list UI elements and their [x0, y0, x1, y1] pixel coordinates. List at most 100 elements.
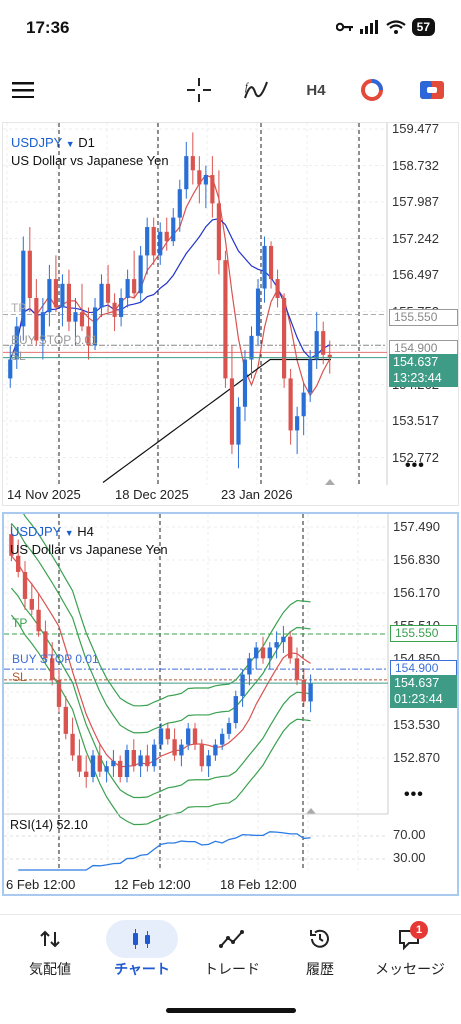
chart-pane-h4[interactable]: USDJPY ▼ H4 US Dollar vs Japanese Yen TP…: [2, 512, 459, 896]
h4-candle-body: [70, 733, 75, 756]
h4-candle-body: [179, 744, 184, 756]
h4-chart-shift-marker: [306, 808, 316, 814]
h4-candle-body: [138, 755, 143, 767]
active-tab-highlight: [106, 920, 178, 958]
d1-candle-body: [79, 312, 85, 327]
h4-y-tick: 157.490: [393, 519, 440, 534]
color-theme-button[interactable]: [358, 76, 386, 104]
d1-more-button[interactable]: •••: [405, 457, 425, 474]
chart-toolbar: f H4: [0, 62, 461, 118]
d1-candle-body: [92, 307, 98, 346]
h4-candle-body: [118, 760, 123, 778]
d1-x-tick-0: 14 Nov 2025: [7, 487, 81, 502]
h4-candle-body: [111, 760, 116, 767]
h4-candle-body: [206, 755, 211, 767]
d1-ma-fast: [9, 174, 331, 397]
chart-pane-d1[interactable]: USDJPY ▼ D1 US Dollar vs Japanese Yen TP…: [2, 121, 459, 506]
h4-countdown: 01:23:44: [390, 691, 457, 708]
d1-tp-label: TP: [11, 301, 27, 315]
h4-candle-body: [274, 642, 279, 648]
h4-candle-body: [124, 750, 130, 778]
quotes-icon: [40, 930, 60, 948]
h4-candle-body: [131, 750, 136, 767]
d1-candle-body: [164, 231, 169, 242]
h4-candle-body: [84, 771, 89, 778]
d1-chart-shift-marker: [325, 479, 335, 485]
d1-sl-label: SL: [11, 349, 26, 363]
d1-candle-body: [236, 406, 241, 445]
svg-text:f: f: [245, 82, 249, 93]
d1-y-tick: 157.987: [392, 194, 439, 209]
d1-description: US Dollar vs Japanese Yen: [11, 153, 169, 168]
trade-icon: [219, 930, 244, 948]
d1-chart-canvas[interactable]: [3, 123, 458, 505]
d1-candle-body: [262, 245, 267, 289]
h4-candle-body: [158, 728, 164, 745]
d1-candle-body: [14, 326, 19, 360]
h4-band-lower-1: [10, 587, 311, 799]
h4-x-tick-1: 12 Feb 12:00: [114, 877, 191, 892]
h4-candle-body: [199, 744, 204, 767]
d1-candle-body: [210, 175, 215, 204]
h4-symbol[interactable]: USDJPY: [10, 524, 62, 539]
chart-icon: [133, 929, 150, 949]
h4-buystop-price[interactable]: 154.900: [390, 660, 457, 677]
h4-ma-red: [10, 555, 311, 768]
h4-y-tick: 152.870: [393, 750, 440, 765]
timeframe-button[interactable]: H4: [306, 81, 326, 99]
tab-trade[interactable]: トレード: [186, 915, 278, 995]
d1-x-tick-1: 18 Dec 2025: [115, 487, 189, 502]
tab-quotes[interactable]: 気配値: [4, 915, 96, 995]
d1-candle-body: [158, 231, 163, 256]
history-icon: [310, 929, 329, 948]
status-bar: 17:36 57: [0, 0, 461, 58]
h4-band-upper-2: [23, 514, 311, 707]
d1-symbol[interactable]: USDJPY: [11, 135, 63, 150]
indicator-icon: f: [244, 81, 268, 99]
crosshair-icon: [187, 78, 211, 102]
crosshair-button[interactable]: [185, 76, 213, 104]
h4-y-tick: 153.530: [393, 717, 440, 732]
tab-history-label: 履歴: [306, 961, 334, 977]
tab-quotes-label: 気配値: [29, 961, 71, 977]
h4-current-price: 154.637: [390, 675, 457, 692]
h4-more-button[interactable]: •••: [404, 786, 424, 803]
d1-candle-body: [242, 359, 248, 407]
h4-candle-body: [288, 636, 293, 659]
d1-candle-body: [112, 302, 117, 317]
d1-candle-body: [119, 298, 124, 317]
d1-candle-body: [105, 283, 111, 303]
d1-candle-body: [275, 279, 280, 298]
menu-button[interactable]: [10, 76, 36, 104]
d1-symbol-line: USDJPY ▼ D1: [11, 135, 95, 150]
indicators-button[interactable]: f: [242, 76, 270, 104]
h4-candle-body: [36, 609, 41, 632]
d1-candle-body: [8, 359, 13, 379]
d1-candle-body: [86, 326, 91, 346]
d1-candle-body: [53, 279, 58, 308]
h4-candle-body: [9, 534, 14, 556]
status-icons: 57: [335, 18, 435, 36]
bottom-tab-bar: 気配値 チャート トレード 履歴 メッセージ 1: [0, 914, 461, 1024]
d1-buystop-label: BUY STOP 0.01: [11, 333, 98, 347]
d1-candle-body: [47, 279, 52, 313]
h4-x-tick-2: 18 Feb 12:00: [220, 877, 297, 892]
trade-button[interactable]: [418, 76, 446, 104]
tab-chart[interactable]: チャート: [96, 915, 188, 995]
h4-candle-body: [226, 723, 232, 734]
d1-candle-body: [73, 312, 78, 322]
h4-symbol-line: USDJPY ▼ H4: [10, 524, 94, 539]
trade-icon: [420, 81, 444, 99]
h4-tp-price[interactable]: 155.550: [390, 625, 457, 642]
wifi-icon: [385, 20, 406, 34]
tab-history[interactable]: 履歴: [274, 915, 366, 995]
h4-candle-body: [56, 679, 62, 707]
h4-chart-canvas[interactable]: [4, 514, 457, 894]
h4-candle-body: [247, 658, 252, 675]
battery-level: 57: [411, 18, 435, 36]
d1-candle-body: [40, 312, 45, 341]
d1-countdown: 13:23:44: [389, 370, 458, 387]
h4-candle-body: [77, 755, 82, 772]
d1-tp-price[interactable]: 155.550: [389, 309, 458, 326]
h4-candle-body: [281, 636, 286, 643]
